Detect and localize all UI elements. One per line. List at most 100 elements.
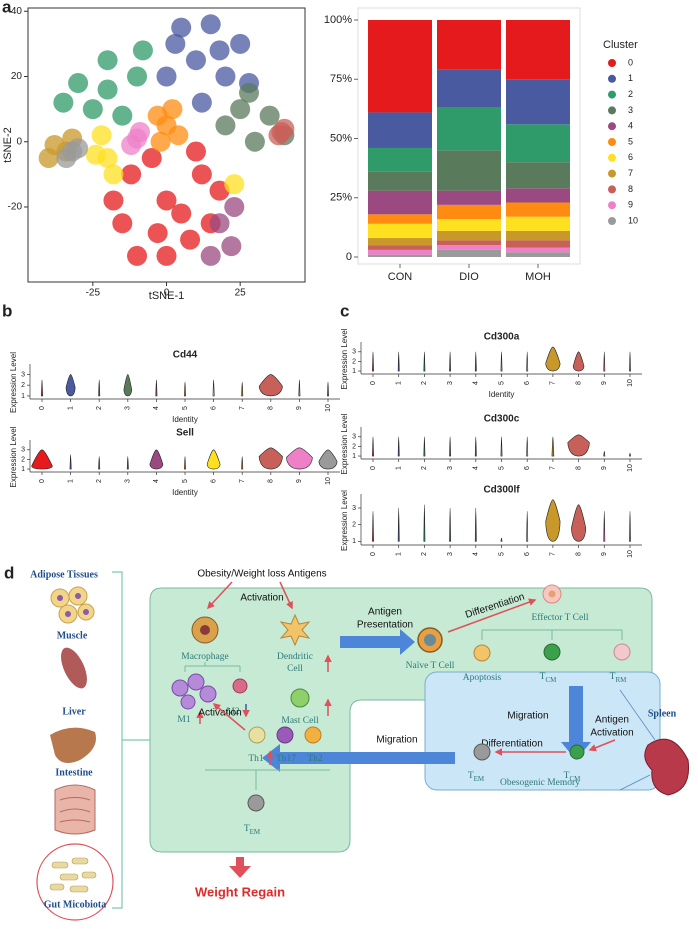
point — [171, 17, 192, 38]
panel-label: c — [340, 301, 349, 320]
y-tick-label: 0 — [16, 136, 22, 147]
muscle-icon — [61, 647, 87, 689]
y-tick-label: 1 — [352, 453, 356, 460]
violin — [372, 351, 374, 372]
y-tick-label: 3 — [352, 434, 356, 441]
point — [191, 164, 212, 185]
cell-label: Dendritic — [277, 652, 313, 662]
point — [259, 105, 280, 126]
violin — [572, 351, 585, 372]
violin — [603, 351, 606, 372]
bar-segment — [506, 79, 570, 125]
cell-label: M2 — [226, 707, 239, 717]
bar-segment — [437, 150, 501, 191]
point — [185, 50, 206, 71]
point — [112, 105, 133, 126]
violin — [526, 511, 529, 542]
x-tick-label: 4 — [473, 552, 480, 556]
x-tick-label: 4 — [153, 479, 160, 483]
m2-icon — [232, 678, 248, 694]
point — [215, 66, 236, 87]
y-tick-label: 1 — [352, 538, 356, 545]
label-sub: CM — [569, 775, 581, 783]
cell-label: TEM — [244, 824, 261, 835]
bar-segment — [368, 147, 432, 172]
violin — [372, 511, 374, 542]
y-axis-label: Expression Level — [9, 426, 18, 487]
plot-title: Cd300lf — [483, 485, 520, 496]
outcome-label: Weight Regain — [195, 884, 285, 899]
big-arrow — [561, 686, 591, 760]
label-sub: EM — [250, 828, 261, 836]
violin — [500, 351, 503, 372]
organ-label: Spleen — [648, 708, 677, 719]
point — [129, 121, 150, 142]
x-tick-label: 6 — [210, 479, 217, 483]
bacteria-icon — [49, 857, 97, 893]
x-tick-label: 6 — [524, 466, 531, 470]
violin — [206, 449, 221, 470]
organ-label: Muscle — [57, 630, 88, 641]
point — [156, 66, 177, 87]
point — [132, 40, 153, 61]
x-tick-label: 2 — [421, 381, 428, 385]
plot-title: Cd300c — [484, 414, 520, 425]
point — [230, 33, 251, 54]
x-tick-label: 1 — [396, 552, 403, 556]
trigger-label: Obesity/Weight loss Antigens — [197, 569, 326, 580]
x-tick-label: 4 — [473, 381, 480, 385]
x-tick-label: 1 — [67, 406, 74, 410]
plot-title: Cd300a — [484, 332, 520, 343]
violin — [69, 454, 72, 470]
violin — [258, 447, 283, 470]
y-tick-label: 25% — [330, 192, 352, 204]
x-tick-label: 2 — [421, 552, 428, 556]
point — [68, 73, 89, 94]
x-tick-label: 2 — [96, 406, 103, 410]
arrow — [212, 703, 246, 731]
legend-label: 0 — [628, 57, 633, 67]
violin — [149, 449, 164, 470]
violin — [184, 456, 186, 470]
x-tick-label: 25 — [235, 288, 247, 299]
bar-segment — [437, 219, 501, 231]
violin — [545, 346, 561, 372]
violin — [526, 436, 529, 457]
x-tick-label: DIO — [459, 271, 479, 283]
trm-icon — [613, 643, 631, 661]
violin — [526, 351, 529, 372]
diagram: Adipose Tissues Muscle Liver Intestine G… — [30, 569, 690, 921]
y-tick-label: 2 — [21, 456, 25, 463]
x-tick-label: 1 — [67, 479, 74, 483]
cell-label: Mast Cell — [281, 716, 319, 726]
violin — [449, 507, 452, 542]
point — [82, 99, 103, 120]
violin — [629, 452, 631, 457]
x-tick-label: 5 — [498, 381, 505, 385]
legend-swatch — [608, 217, 616, 225]
legend-swatch — [608, 169, 616, 178]
point — [224, 196, 245, 217]
y-tick-label: 2 — [352, 358, 356, 365]
bar-segment — [368, 171, 432, 191]
arrow — [588, 739, 616, 752]
box-label: Obesogenic Memory — [500, 778, 580, 788]
x-tick-label: 7 — [239, 406, 246, 410]
bracket — [112, 571, 150, 909]
x-tick-label: 7 — [239, 479, 246, 483]
point — [221, 236, 242, 257]
bar-segment — [506, 162, 570, 189]
dendritic-icon — [279, 613, 311, 647]
x-tick-label: 0 — [39, 479, 46, 483]
point — [171, 203, 192, 224]
y-tick-label: 2 — [352, 443, 356, 450]
x-tick-label: 8 — [575, 381, 582, 385]
bar-segment — [437, 204, 501, 220]
y-tick-label: 1 — [21, 393, 25, 400]
violin — [423, 504, 426, 542]
nucleus — [548, 590, 556, 598]
x-tick-label: 0 — [164, 288, 170, 299]
y-axis-label: Expression Level — [340, 490, 349, 551]
bar-segment — [368, 245, 432, 250]
tem-icon — [247, 794, 265, 812]
